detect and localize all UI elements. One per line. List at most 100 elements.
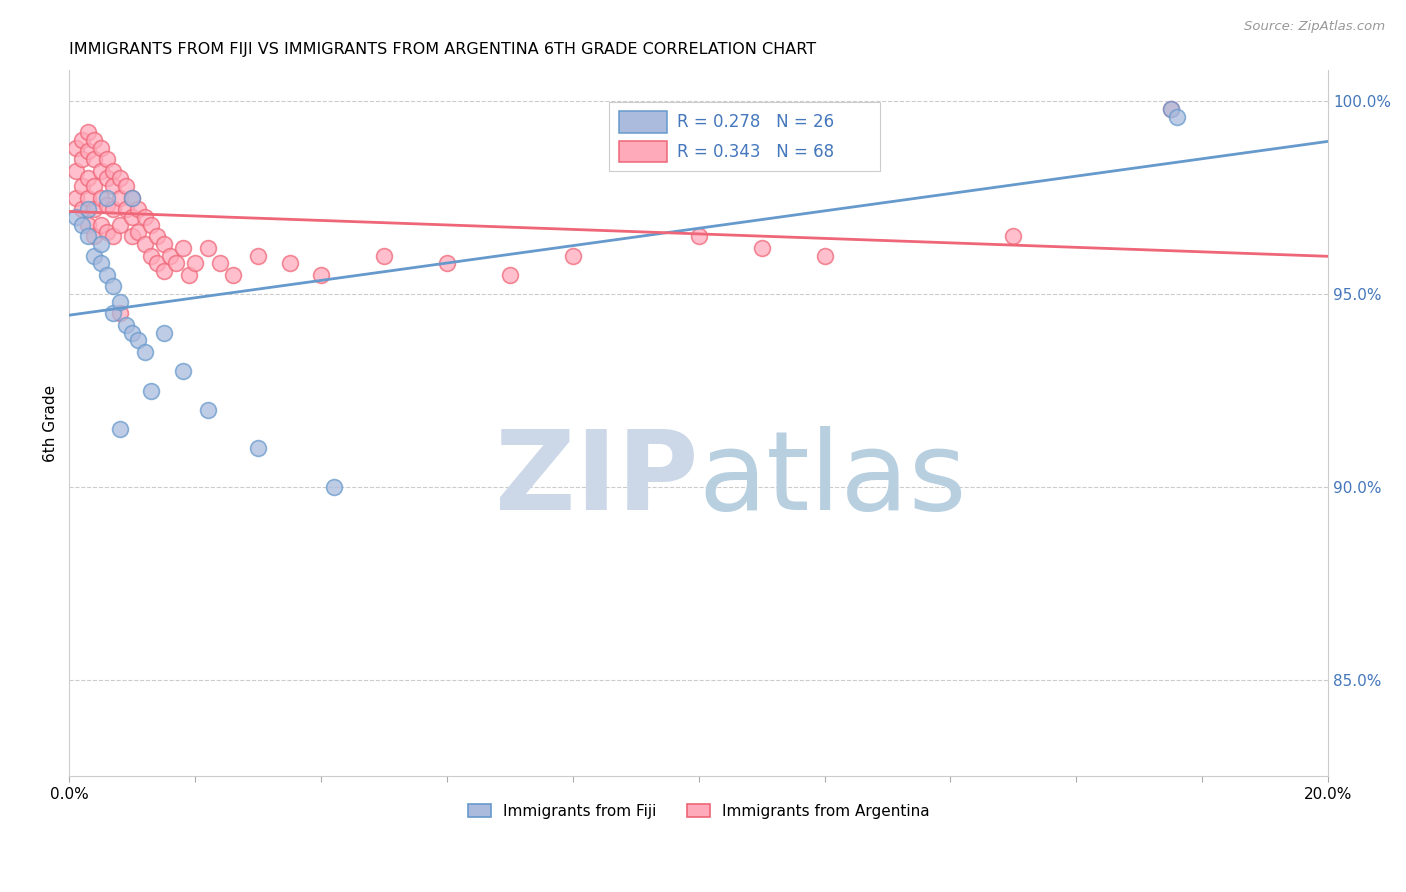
Point — [222, 268, 245, 282]
FancyBboxPatch shape — [620, 112, 668, 133]
Point — [127, 334, 149, 348]
Point — [115, 202, 138, 217]
Point — [152, 237, 174, 252]
Point — [165, 256, 187, 270]
Point — [96, 226, 118, 240]
Point — [83, 152, 105, 166]
Point — [90, 218, 112, 232]
Point — [209, 256, 232, 270]
Point — [90, 191, 112, 205]
Point — [77, 191, 100, 205]
Point — [322, 480, 344, 494]
Point — [134, 210, 156, 224]
FancyBboxPatch shape — [609, 103, 880, 171]
Point — [70, 152, 93, 166]
Point — [121, 191, 143, 205]
Point — [96, 152, 118, 166]
Point — [83, 229, 105, 244]
Point — [373, 248, 395, 262]
Point — [1166, 110, 1188, 124]
Point — [90, 256, 112, 270]
Point — [1160, 102, 1182, 116]
Point — [172, 364, 194, 378]
Text: atlas: atlas — [699, 426, 967, 533]
Point — [103, 306, 125, 320]
Point — [65, 140, 87, 154]
Point — [1002, 229, 1025, 244]
Point — [152, 326, 174, 340]
Point — [146, 256, 169, 270]
Point — [83, 202, 105, 217]
Point — [77, 171, 100, 186]
Point — [83, 248, 105, 262]
Point — [172, 241, 194, 255]
Point — [177, 268, 200, 282]
Point — [96, 268, 118, 282]
Point — [134, 345, 156, 359]
Point — [103, 202, 125, 217]
Point — [70, 133, 93, 147]
Text: IMMIGRANTS FROM FIJI VS IMMIGRANTS FROM ARGENTINA 6TH GRADE CORRELATION CHART: IMMIGRANTS FROM FIJI VS IMMIGRANTS FROM … — [69, 42, 817, 57]
Point — [96, 191, 118, 205]
Point — [90, 163, 112, 178]
Point — [139, 384, 162, 398]
Point — [108, 294, 131, 309]
Point — [121, 191, 143, 205]
Point — [83, 133, 105, 147]
Point — [108, 422, 131, 436]
Point — [65, 210, 87, 224]
Point — [77, 218, 100, 232]
Point — [108, 306, 131, 320]
Point — [70, 218, 93, 232]
Point — [121, 210, 143, 224]
Text: Source: ZipAtlas.com: Source: ZipAtlas.com — [1244, 20, 1385, 33]
Y-axis label: 6th Grade: 6th Grade — [44, 384, 58, 462]
Point — [77, 145, 100, 159]
Point — [197, 402, 219, 417]
FancyBboxPatch shape — [620, 141, 668, 162]
Point — [121, 229, 143, 244]
Point — [115, 318, 138, 332]
Point — [77, 202, 100, 217]
Text: R = 0.343   N = 68: R = 0.343 N = 68 — [678, 143, 834, 161]
Point — [70, 202, 93, 217]
Point — [103, 279, 125, 293]
Text: ZIP: ZIP — [495, 426, 699, 533]
Point — [83, 179, 105, 194]
Point — [139, 248, 162, 262]
Point — [247, 248, 270, 262]
Legend: Immigrants from Fiji, Immigrants from Argentina: Immigrants from Fiji, Immigrants from Ar… — [461, 797, 936, 825]
Point — [184, 256, 207, 270]
Point — [134, 237, 156, 252]
Point — [103, 163, 125, 178]
Point — [108, 218, 131, 232]
Point — [146, 229, 169, 244]
Point — [65, 163, 87, 178]
Point — [139, 218, 162, 232]
Point — [309, 268, 332, 282]
Point — [499, 268, 522, 282]
Point — [77, 125, 100, 139]
Text: R = 0.278   N = 26: R = 0.278 N = 26 — [678, 113, 834, 131]
Point — [688, 229, 710, 244]
Point — [278, 256, 301, 270]
Point — [108, 191, 131, 205]
Point — [152, 264, 174, 278]
Point — [108, 171, 131, 186]
Point — [115, 179, 138, 194]
Point — [197, 241, 219, 255]
Point — [96, 198, 118, 212]
Point — [103, 179, 125, 194]
Point — [813, 248, 835, 262]
Point — [121, 326, 143, 340]
Point — [70, 179, 93, 194]
Point — [159, 248, 181, 262]
Point — [436, 256, 458, 270]
Point — [90, 237, 112, 252]
Point — [127, 226, 149, 240]
Point — [751, 241, 773, 255]
Point — [96, 171, 118, 186]
Point — [247, 442, 270, 456]
Point — [1160, 102, 1182, 116]
Point — [65, 191, 87, 205]
